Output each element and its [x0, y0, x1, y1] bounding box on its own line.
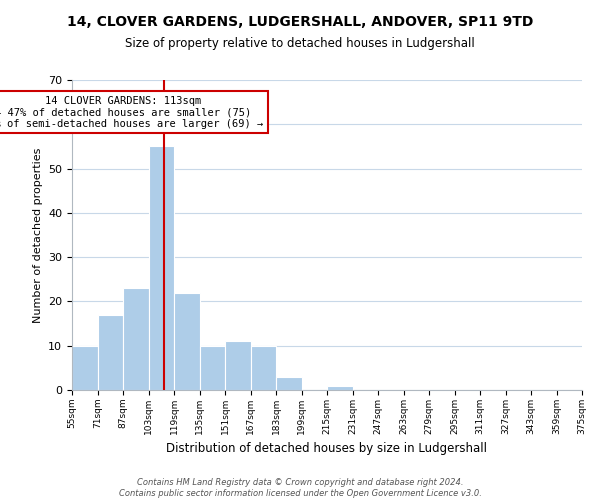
Bar	[174, 292, 199, 390]
Bar	[251, 346, 276, 390]
Text: Contains HM Land Registry data © Crown copyright and database right 2024.
Contai: Contains HM Land Registry data © Crown c…	[119, 478, 481, 498]
Bar	[123, 288, 149, 390]
Text: Size of property relative to detached houses in Ludgershall: Size of property relative to detached ho…	[125, 38, 475, 51]
Bar	[72, 346, 97, 390]
Bar	[97, 314, 123, 390]
X-axis label: Distribution of detached houses by size in Ludgershall: Distribution of detached houses by size …	[167, 442, 487, 456]
Bar	[199, 346, 225, 390]
Bar	[276, 376, 302, 390]
Bar	[225, 342, 251, 390]
Text: 14 CLOVER GARDENS: 113sqm
← 47% of detached houses are smaller (75)
43% of semi-: 14 CLOVER GARDENS: 113sqm ← 47% of detac…	[0, 96, 263, 128]
Y-axis label: Number of detached properties: Number of detached properties	[32, 148, 43, 322]
Bar	[327, 386, 353, 390]
Bar	[149, 146, 174, 390]
Text: 14, CLOVER GARDENS, LUDGERSHALL, ANDOVER, SP11 9TD: 14, CLOVER GARDENS, LUDGERSHALL, ANDOVER…	[67, 15, 533, 29]
